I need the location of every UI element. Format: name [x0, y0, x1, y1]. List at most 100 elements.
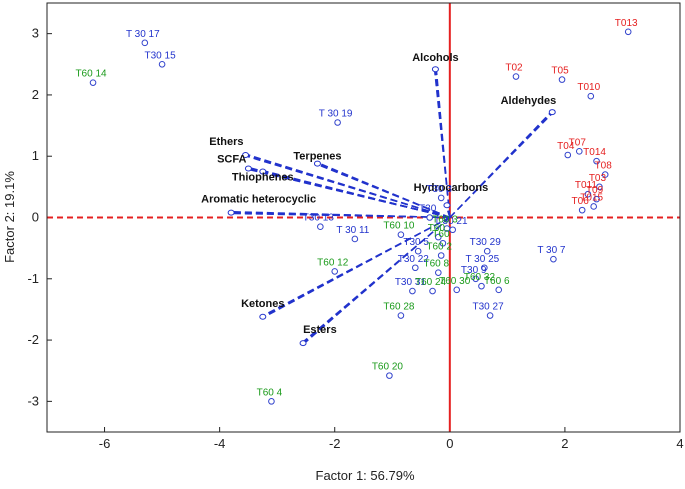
score-point — [587, 92, 595, 100]
score-point-label: T30 — [419, 204, 437, 215]
score-point — [601, 171, 609, 178]
score-points: T 30 17 T30 15 T 30 19 T30 3 T30 13T 30 11 T3… — [75, 18, 638, 405]
score-point-label: T 30 7 — [537, 245, 566, 256]
loading-label: Aldehydes — [501, 95, 557, 107]
score-point — [141, 39, 149, 47]
y-tick-label: -2 — [27, 332, 39, 347]
x-tick-label: 2 — [561, 436, 568, 451]
loading-label: Ethers — [209, 136, 243, 148]
score-point-label: T02 — [505, 63, 523, 74]
score-point — [486, 312, 494, 319]
score-point — [426, 214, 433, 221]
loading-vector — [302, 217, 451, 343]
score-point — [584, 190, 592, 198]
score-point-label: T04 — [557, 141, 575, 152]
score-point-label: T30 15 — [145, 50, 177, 61]
x-tick-label: 4 — [676, 436, 683, 451]
loading-label: Ketones — [241, 298, 284, 310]
score-point — [351, 235, 359, 243]
score-point — [593, 157, 600, 165]
y-tick-label: -1 — [27, 271, 39, 286]
loading-vector-tip — [431, 66, 439, 73]
score-point — [397, 231, 405, 238]
score-point-label: T 30 21 — [434, 216, 468, 227]
score-point — [590, 203, 597, 210]
score-point — [558, 76, 566, 83]
score-point-label: T06 — [572, 196, 590, 207]
score-point — [317, 223, 324, 230]
loading-label: Esters — [303, 324, 337, 336]
x-tick-label: -2 — [329, 436, 341, 451]
score-point — [268, 398, 275, 405]
score-point — [564, 151, 572, 159]
score-point — [453, 286, 461, 294]
score-point — [512, 73, 520, 80]
score-point — [89, 79, 97, 86]
score-point-label: T60 — [432, 229, 450, 240]
score-point-label: T015 — [580, 192, 603, 203]
loading-vector — [449, 112, 554, 218]
loading-vector — [317, 162, 451, 219]
loading-vector — [447, 204, 451, 218]
score-point-label: T60 3 — [432, 215, 458, 226]
score-point — [386, 372, 393, 379]
score-point-label: T08 — [595, 161, 613, 172]
score-point — [624, 28, 632, 36]
x-axis-title: Factor 1: 56.79% — [316, 468, 415, 483]
score-point-label: T60 28 — [383, 302, 415, 313]
y-tick-label: 3 — [32, 26, 39, 41]
score-point — [435, 269, 442, 276]
score-point-label: T60 8 — [424, 259, 450, 270]
y-tick-label: 1 — [32, 148, 39, 163]
score-point-label: T60 6 — [484, 276, 510, 287]
score-point-label: T013 — [615, 18, 638, 29]
score-point — [578, 206, 586, 214]
score-point-label: T30 9 — [461, 265, 487, 276]
score-point — [331, 268, 339, 275]
score-point-label: T05 — [551, 66, 569, 77]
score-point-label: T 30 17 — [126, 29, 160, 40]
x-tick-label: 0 — [446, 436, 453, 451]
score-point-label: T011 — [575, 180, 597, 191]
score-point-label: T60 32 — [464, 272, 496, 283]
loading-vector — [262, 169, 450, 219]
score-point — [495, 286, 503, 294]
loading-vector-tip — [244, 165, 252, 172]
loading-vector — [231, 210, 450, 219]
score-point-label: T60 — [428, 223, 446, 234]
score-point — [439, 239, 447, 247]
loading-vector-tip — [299, 340, 307, 347]
score-point — [596, 183, 603, 191]
loading-vector-tip — [313, 160, 321, 167]
score-point-label: T010 — [577, 82, 600, 93]
loading-label: Terpenes — [293, 151, 341, 163]
score-point — [483, 247, 491, 255]
loading-label: Thiophenes — [232, 172, 294, 184]
x-tick-label: -6 — [99, 436, 111, 451]
score-point-label: T60 2 — [426, 241, 452, 252]
loading-vectors: Alcohols Aldehydes Ethers SCFA Terpenes Thiop… — [201, 52, 557, 347]
loading-vector — [435, 69, 451, 218]
loading-vector-tip — [548, 109, 556, 116]
score-point — [478, 282, 485, 290]
score-point — [443, 225, 451, 232]
score-point — [435, 233, 442, 241]
score-point — [334, 119, 341, 126]
plot-frame — [46, 2, 681, 433]
score-point-label: T30 31 — [395, 277, 427, 288]
loading-vector-tip — [242, 151, 250, 158]
score-point-label: T07 — [569, 137, 587, 148]
y-tick-label: 2 — [32, 87, 39, 102]
score-point-label: T60 14 — [75, 69, 107, 80]
score-point-label: T30 5 — [403, 237, 429, 248]
score-point-label: T 30 11 — [336, 225, 369, 236]
score-point — [409, 287, 416, 295]
tick-layer: -6 -4 -2 0 2 4 -3 -2 -1 0 1 2 3 — [27, 26, 683, 451]
score-point — [550, 255, 557, 263]
loading-vector-tip — [227, 209, 235, 216]
score-point — [449, 226, 456, 234]
loading-vector — [245, 153, 451, 219]
loading-vector-tip — [443, 202, 451, 209]
score-point — [411, 264, 419, 272]
score-point — [575, 148, 583, 155]
